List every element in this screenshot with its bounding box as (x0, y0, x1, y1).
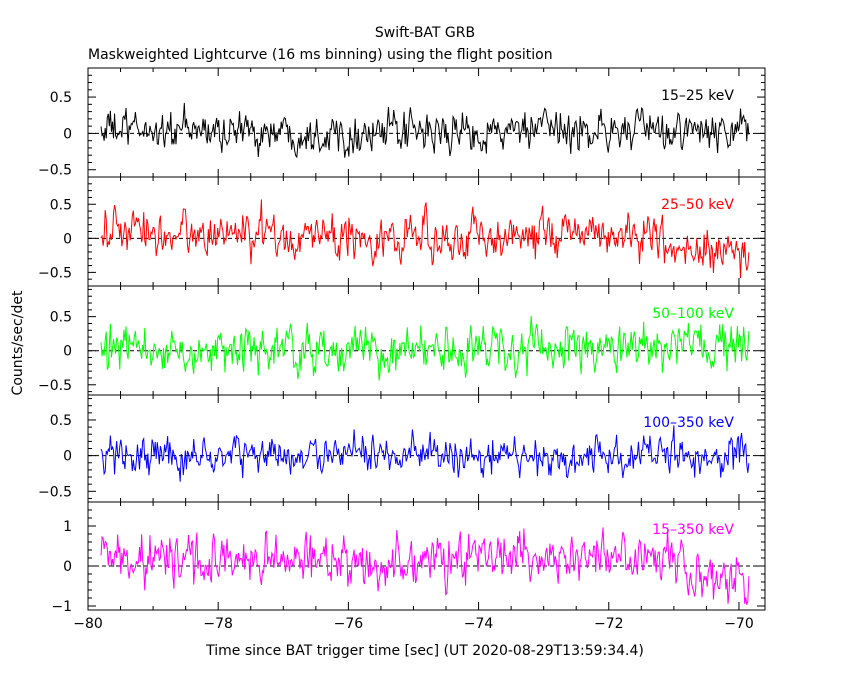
y-tick-label: 0 (63, 449, 72, 465)
panel-4: −0.5 0 0.5 100–350 keV (38, 394, 766, 503)
y-tick-label: −1 (51, 599, 72, 615)
y-tick-label: 0 (63, 559, 72, 575)
x-tick-label: −70 (724, 616, 754, 632)
x-axis: −80 −78 −76 −74 −72 −70 (73, 616, 754, 632)
y-tick-label: 0 (63, 344, 72, 360)
x-tick-label: −72 (594, 616, 624, 632)
panel-2: −0.5 0 0.5 25–50 keV (38, 176, 766, 287)
series-line (100, 102, 750, 159)
y-tick-label: 0 (63, 126, 72, 142)
panel-1: −0.5 0 0.5 15–25 keV (38, 67, 766, 179)
y-axis-label: Counts/sec/det (10, 290, 26, 395)
y-tick-label: 1 (63, 519, 72, 535)
y-tick-label: −0.5 (38, 163, 72, 179)
y-tick-label: 0.5 (50, 413, 72, 429)
band-label: 15–25 keV (661, 88, 734, 104)
y-tick-label: −0.5 (38, 378, 72, 394)
x-tick-label: −76 (334, 616, 364, 632)
x-tick-label: −78 (203, 616, 233, 632)
band-label: 25–50 keV (661, 197, 734, 213)
band-label: 100–350 keV (643, 415, 734, 431)
series-line (100, 527, 750, 605)
series-line (100, 315, 750, 381)
chart-title: Swift-BAT GRB (375, 25, 475, 41)
x-axis-label: Time since BAT trigger time [sec] (UT 20… (205, 643, 644, 659)
panel-3: −0.5 0 0.5 50–100 keV (38, 285, 766, 396)
band-label: 15–350 keV (652, 522, 734, 538)
series-line (100, 199, 750, 279)
band-label: 50–100 keV (652, 306, 734, 322)
panel-frame (87, 501, 766, 611)
chart-subtitle: Maskweighted Lightcurve (16 ms binning) … (88, 47, 553, 63)
y-tick-label: 0.5 (50, 197, 72, 213)
panel-frame (87, 285, 766, 396)
panels-group: −0.5 0 0.5 15–25 keV −0.5 0 0.5 25–50 keV −0.5 0 0… (38, 67, 766, 615)
y-tick-label: 0 (63, 231, 72, 247)
panel-frame (87, 394, 766, 503)
series-line (100, 425, 750, 482)
y-tick-label: 0.5 (50, 310, 72, 326)
x-tick-label: −74 (464, 616, 494, 632)
y-tick-label: −0.5 (38, 484, 72, 500)
y-tick-label: −0.5 (38, 265, 72, 281)
x-tick-label: −80 (73, 616, 103, 632)
panel-5: −1 0 1 15–350 keV (51, 501, 766, 615)
y-tick-label: 0.5 (50, 90, 72, 106)
